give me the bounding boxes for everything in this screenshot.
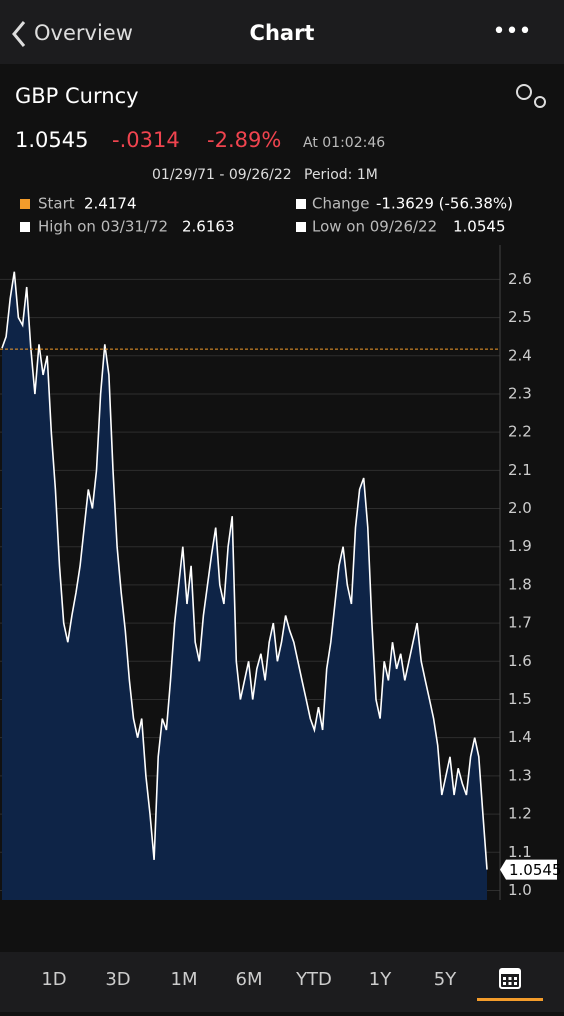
area-fill [2, 271, 487, 900]
y-tick-label: 1.3 [508, 766, 532, 784]
ticker: GBP Curncy [15, 84, 139, 108]
last-value-box [500, 859, 557, 880]
price-line [1, 271, 488, 870]
y-tick-label: 2.2 [508, 423, 532, 441]
tab[interactable]: 1M [171, 969, 198, 990]
period: Period: 1M [304, 167, 378, 183]
back-arrow[interactable] [12, 21, 26, 47]
legend-value: 2.6163 [182, 218, 235, 236]
tab[interactable]: 6M [236, 969, 263, 990]
legend-label: High on 03/31/72 [38, 218, 168, 236]
tab[interactable]: 1D [41, 969, 66, 990]
date-range: 01/29/71 - 09/26/22 [152, 167, 292, 183]
legend-marker [296, 222, 306, 232]
nav-title: Chart [250, 21, 315, 45]
y-tick-label: 1.8 [508, 575, 532, 593]
y-tick-label: 2.5 [508, 308, 532, 326]
tab[interactable]: 1Y [369, 969, 392, 990]
change: -.0314 [112, 128, 180, 152]
tab[interactable]: 5Y [434, 969, 457, 990]
legend-value: -1.3629 (-56.38%) [376, 195, 513, 213]
y-tick-label: 1.9 [508, 537, 532, 555]
last-value-label: 1.0545 [509, 861, 562, 879]
y-tick-label: 1.2 [508, 805, 532, 823]
y-tick-label: 1.1 [508, 843, 532, 861]
tab[interactable]: YTD [295, 969, 332, 990]
quote-time: At 01:02:46 [303, 135, 385, 151]
y-tick-label: 1.6 [508, 652, 532, 670]
legend-marker [20, 222, 30, 232]
tabs: 1D 3D 1M 6M YTD 1Y 5Y [41, 969, 457, 990]
y-tick-label: 2.6 [508, 270, 532, 288]
y-tick-label: 1.7 [508, 614, 532, 632]
legend-value: 2.4174 [84, 195, 137, 213]
settings-icon[interactable] [516, 84, 546, 108]
tab-bar [0, 952, 564, 1012]
y-tick-label: 1.5 [508, 690, 532, 708]
change-pct: -2.89% [207, 128, 281, 152]
price: 1.0545 [15, 128, 88, 152]
y-tick-label: 2.1 [508, 461, 532, 479]
y-tick-label: 1.4 [508, 728, 532, 746]
legend-label: Start [38, 195, 75, 213]
y-tick-label: 2.4 [508, 346, 532, 364]
plot: 1.0 1.1 1.2 1.3 1.4 1.5 1.6 1.7 1.8 1.9 2.0 2.1 2.2 2… [0, 245, 562, 900]
menu[interactable]: ••• [493, 19, 532, 44]
legend-label: Low on 09/26/22 [312, 218, 437, 236]
y-tick-label: 2.0 [508, 499, 532, 517]
y-tick-label: 1.0 [508, 881, 532, 899]
tab[interactable]: 3D [105, 969, 130, 990]
legend-value: 1.0545 [453, 218, 506, 236]
legend-label: Change [312, 195, 369, 213]
nav-bar [0, 0, 564, 64]
legend-marker [20, 199, 30, 209]
legend-marker [296, 199, 306, 209]
back-label[interactable]: Overview [34, 21, 133, 45]
y-tick-label: 2.3 [508, 384, 532, 402]
calendar-tab[interactable] [477, 968, 543, 1001]
